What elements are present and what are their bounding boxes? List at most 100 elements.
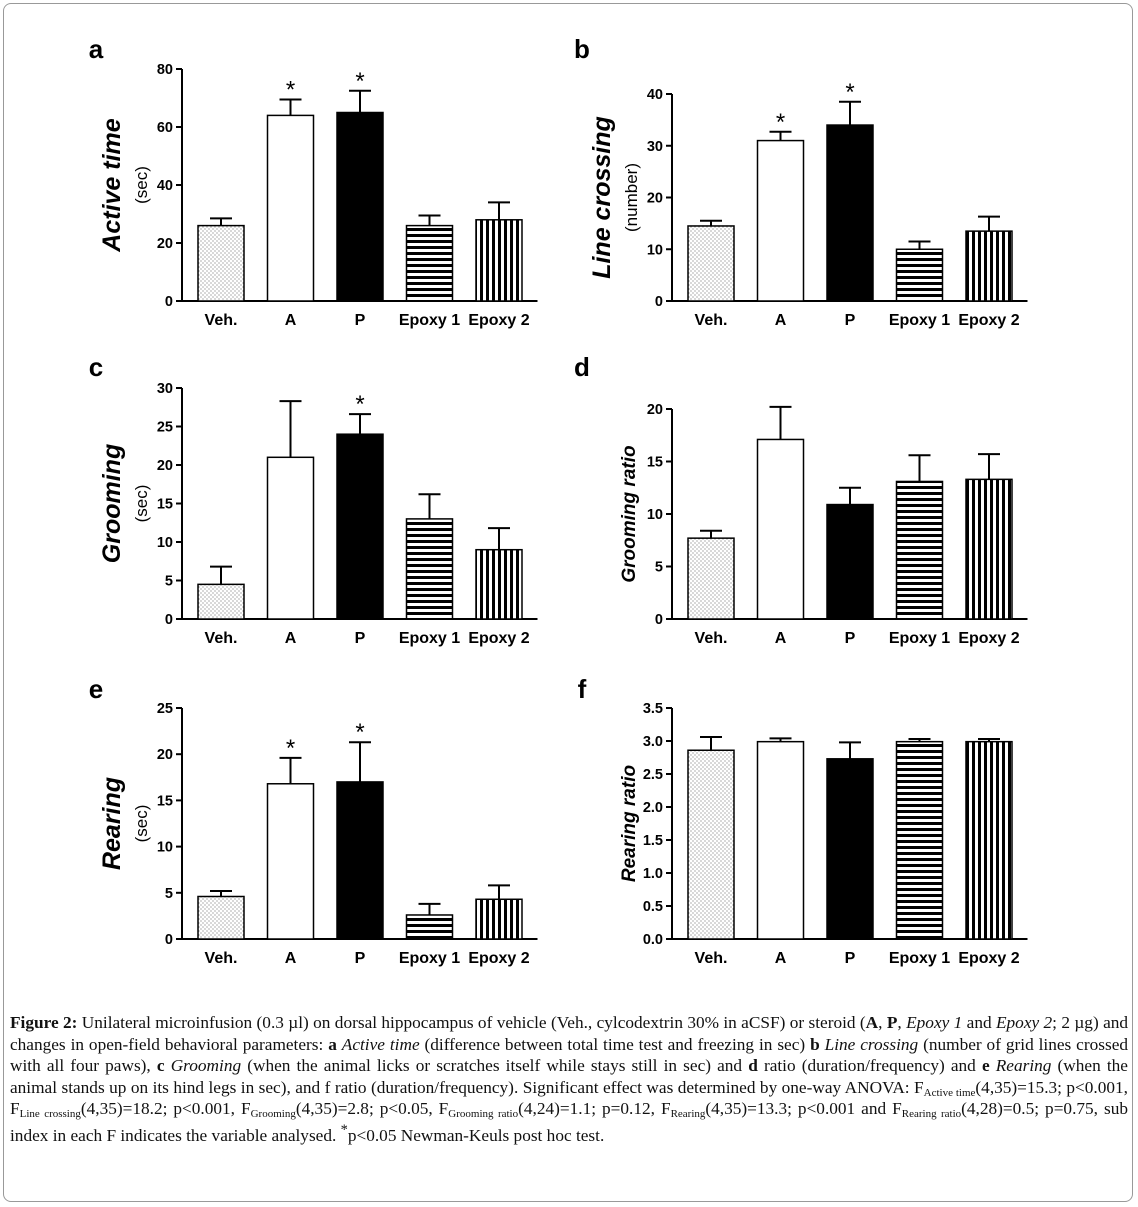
y-tick-label: 0	[165, 294, 173, 310]
x-tick-label: Veh.	[205, 630, 238, 647]
caption-bold: b	[810, 1034, 820, 1054]
x-tick-label: Veh.	[205, 950, 238, 967]
y-tick-label: 0	[655, 612, 663, 628]
significance-marker: *	[776, 109, 785, 136]
x-tick-label: Epoxy 1	[399, 950, 460, 967]
y-axis-label: Rearing ratio	[619, 765, 640, 882]
caption-text: (4,35)=18.2; p<0.001, F	[80, 1099, 251, 1119]
y-tick-label: 25	[157, 420, 173, 436]
caption-text: ratio (duration/frequency) and	[757, 1056, 982, 1076]
bar	[965, 740, 1013, 940]
caption-text: p<0.05 Newman-Keuls post hoc test.	[347, 1125, 605, 1145]
y-tick-label: 5	[165, 886, 173, 902]
y-tick-label: 1.5	[643, 833, 663, 849]
y-tick-label: 20	[157, 236, 173, 252]
caption-italic: Line crossing	[824, 1034, 919, 1054]
y-tick-label: 3.5	[643, 701, 663, 717]
caption-subscript: Grooming ratio	[448, 1108, 519, 1121]
bar	[197, 895, 245, 940]
x-tick-label: Epoxy 1	[399, 312, 460, 329]
y-tick-label: 0	[165, 932, 173, 948]
y-tick-label: 10	[647, 242, 663, 258]
caption-bold: d	[748, 1056, 758, 1076]
y-tick-label: 25	[157, 701, 173, 717]
y-tick-label: 1.0	[643, 866, 663, 882]
y-axis-unit: (sec)	[132, 485, 151, 523]
y-tick-label: 5	[165, 574, 173, 590]
chart-panel-d: d 0 5 10 15 20 Grooming ratio Veh. A P Epoxy 1 Epox…	[574, 352, 1028, 647]
caption-italic: Epoxy 2	[995, 1013, 1053, 1032]
y-axis-label: Rearing	[98, 777, 126, 870]
significance-marker: *	[355, 391, 364, 418]
chart-panel-b: b 0 10 20 30 40 Line crossing (number) Veh. * A * P E…	[574, 34, 1028, 329]
x-tick-label: A	[285, 312, 297, 329]
y-tick-label: 0.0	[643, 932, 663, 948]
bar	[687, 225, 735, 302]
bar	[687, 537, 735, 620]
x-tick-label: Epoxy 2	[958, 950, 1019, 967]
caption-superscript: *	[340, 1121, 348, 1138]
x-tick-label: Epoxy 2	[468, 950, 529, 967]
bar	[405, 224, 454, 302]
bar	[826, 503, 874, 620]
y-tick-label: 80	[157, 62, 173, 78]
x-tick-label: Epoxy 1	[889, 950, 950, 967]
y-tick-label: 5	[655, 560, 663, 576]
caption-italic: Rearing	[995, 1056, 1052, 1076]
caption-text: ,	[878, 1013, 887, 1032]
x-tick-label: Epoxy 1	[399, 630, 460, 647]
chart-panel-f: f 0.0 0.5 1.0 1.5 2.0 2.5 3.0 3.5 Rearing ratio Ve…	[578, 674, 1028, 967]
caption-bold: c	[156, 1056, 165, 1076]
caption-italic: Active time	[341, 1034, 420, 1054]
panel-letter: b	[574, 34, 590, 64]
bar	[405, 518, 454, 620]
y-tick-label: 2.0	[643, 800, 663, 816]
bar	[336, 111, 384, 302]
caption-subscript: Active time	[923, 1086, 976, 1099]
significance-marker: *	[355, 719, 364, 746]
x-tick-label: A	[775, 630, 787, 647]
bar	[826, 124, 874, 302]
bar	[197, 583, 245, 620]
y-axis-label: Active time	[98, 118, 126, 252]
y-axis-unit: (sec)	[132, 805, 151, 843]
panel-letter: e	[89, 674, 103, 704]
y-tick-label: 20	[157, 458, 173, 474]
chart-panel-c: c 0 5 10 15 20 25 30 Grooming (sec) Veh. A * P Epoxy 1…	[89, 352, 538, 647]
y-tick-label: 20	[647, 191, 663, 207]
y-tick-label: 15	[647, 455, 663, 471]
x-tick-label: P	[355, 312, 366, 329]
panel-letter: a	[89, 34, 104, 64]
y-tick-label: 10	[647, 507, 663, 523]
caption-bold: a	[328, 1034, 337, 1054]
y-tick-label: 20	[157, 747, 173, 763]
x-tick-label: Veh.	[695, 312, 728, 329]
caption-subscript: Line crossing	[19, 1108, 81, 1121]
bar	[965, 230, 1013, 302]
y-tick-label: 30	[647, 139, 663, 155]
bar	[826, 758, 874, 940]
bar	[895, 480, 944, 620]
bar	[266, 114, 315, 302]
x-tick-label: Veh.	[695, 630, 728, 647]
caption-text: (4,35)=2.8; p<0.05, F	[295, 1099, 449, 1119]
y-tick-label: 30	[157, 381, 173, 397]
bar	[405, 914, 454, 940]
significance-marker: *	[845, 79, 854, 106]
x-tick-label: Epoxy 2	[468, 312, 529, 329]
y-axis-label: Grooming ratio	[619, 445, 640, 582]
bar	[266, 456, 315, 620]
y-tick-label: 0.5	[643, 899, 663, 915]
bar	[336, 433, 384, 620]
x-tick-label: A	[285, 630, 297, 647]
caption-text: Unilateral microinfusion (0.3 µl) on dor…	[77, 1013, 866, 1032]
x-tick-label: A	[775, 312, 787, 329]
chart-panel-a: a 0 20 40 60 80 Active time (sec) Veh. * A * P Epoxy …	[89, 34, 538, 329]
bar	[266, 783, 315, 940]
x-tick-label: Epoxy 1	[889, 312, 950, 329]
y-tick-label: 15	[157, 497, 173, 513]
caption-label: Figure 2:	[10, 1013, 78, 1032]
caption-bold: e	[981, 1056, 990, 1076]
chart-panel-e: e 0 5 10 15 20 25 Rearing (sec) Veh. * A * P Epoxy 1 Ep…	[89, 674, 538, 967]
x-tick-label: P	[845, 630, 856, 647]
